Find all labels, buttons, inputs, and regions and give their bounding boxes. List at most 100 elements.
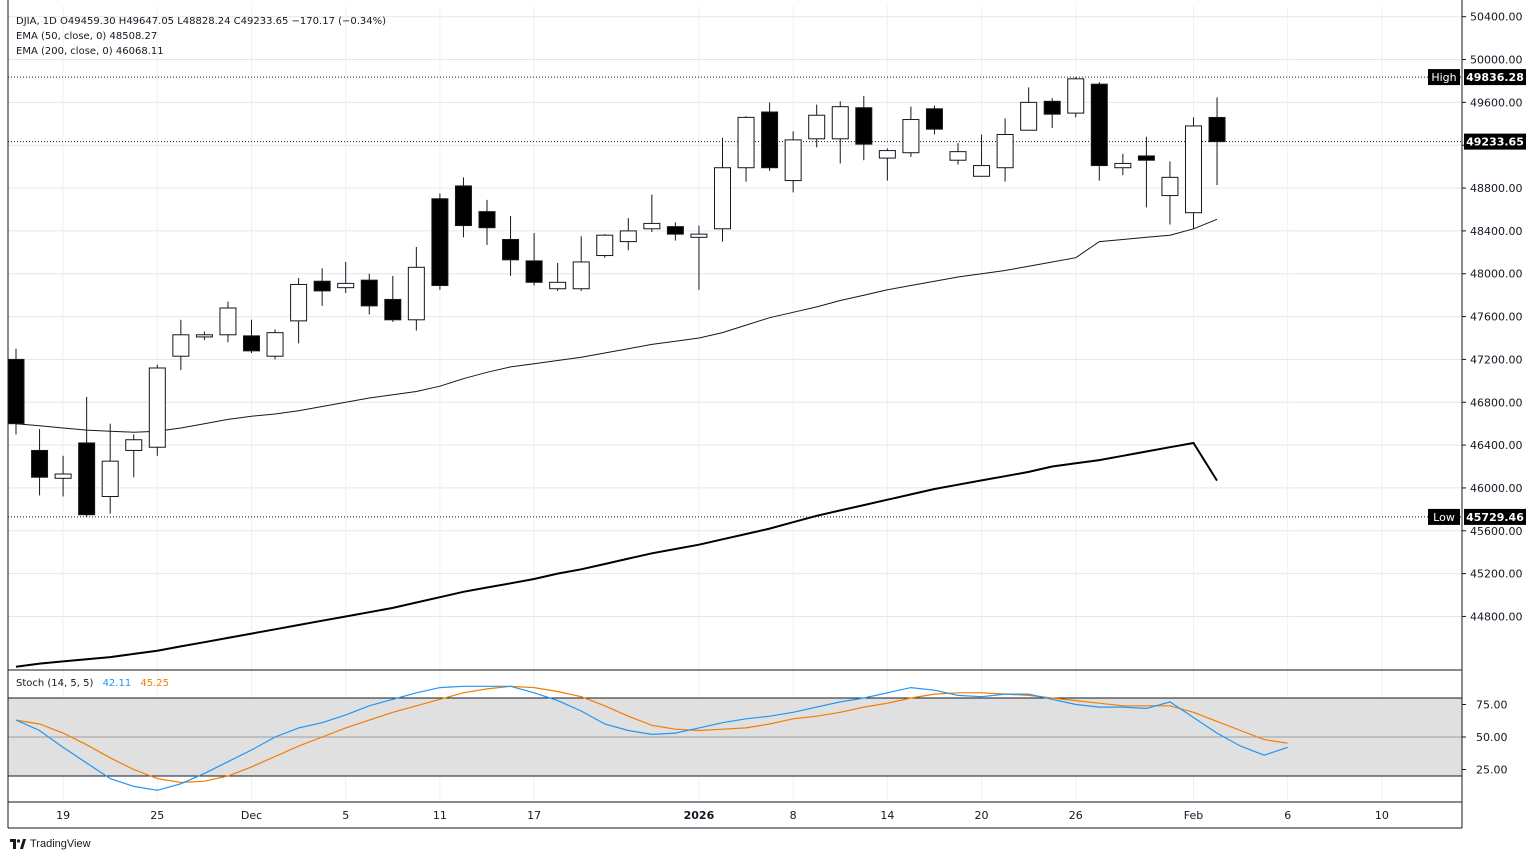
candle-body <box>973 165 991 177</box>
stoch-band <box>8 697 1462 777</box>
candle <box>714 137 731 242</box>
candle <box>690 225 708 290</box>
candle <box>643 194 661 232</box>
time-tick-label: 17 <box>527 809 541 822</box>
time-tick-label: 11 <box>433 809 447 822</box>
candle-body <box>878 150 896 159</box>
candle-body <box>666 226 684 235</box>
last-price-label-value-text: 49233.65 <box>1466 136 1524 149</box>
high-label-tag-text: High <box>1431 71 1456 84</box>
stoch-legend: Stoch (14, 5, 5) 42.11 45.25 <box>16 677 169 690</box>
candle <box>761 102 779 171</box>
price-tick-label: 45200.00 <box>1470 568 1523 581</box>
price-tick-label: 47200.00 <box>1470 353 1523 366</box>
time-tick-label: 20 <box>975 809 989 822</box>
candle-body <box>125 439 143 451</box>
candle <box>549 263 567 291</box>
candle-body <box>431 198 449 287</box>
candle <box>737 116 755 182</box>
time-tick-label: Dec <box>241 809 262 822</box>
high-label-tag-bg <box>1428 69 1460 86</box>
candle-body <box>54 473 72 479</box>
candle <box>1114 153 1132 176</box>
candle-body <box>148 367 166 448</box>
time-tick-label: 26 <box>1069 809 1083 822</box>
last-price-label-value-bg <box>1464 133 1526 150</box>
candle <box>125 434 143 478</box>
candle <box>195 331 213 341</box>
stoch-k-value: 42.11 <box>102 678 132 689</box>
candle <box>1043 98 1061 129</box>
candle-body <box>690 233 708 238</box>
candle-body <box>31 449 49 478</box>
candle <box>973 134 991 177</box>
candle <box>925 105 943 135</box>
tradingview-brand: TradingView <box>30 838 91 850</box>
low-label-tag-text: Low <box>1433 511 1455 524</box>
time-tick-label: 25 <box>150 809 164 822</box>
price-tick-label: 45600.00 <box>1470 525 1523 538</box>
low-label-tag-bg <box>1428 508 1460 525</box>
candle-body <box>1161 176 1179 197</box>
time-tick-label: Feb <box>1184 809 1203 822</box>
candle <box>525 233 543 286</box>
price-tick-label: 49600.00 <box>1470 96 1523 109</box>
candle-body <box>1208 116 1226 143</box>
candle-body <box>619 230 637 243</box>
low-label-value-text: 45729.46 <box>1466 511 1524 524</box>
candle <box>1208 97 1226 186</box>
candle <box>1137 136 1155 208</box>
high-label-value-bg <box>1464 69 1526 86</box>
candle-body <box>737 116 755 169</box>
low-label-value-bg <box>1464 508 1526 525</box>
candle <box>502 215 520 276</box>
ema200-legend: EMA (200, close, 0) 46068.11 <box>16 46 164 57</box>
candle <box>478 199 496 245</box>
candle-body <box>1137 155 1155 161</box>
candle <box>360 273 378 315</box>
price-tick-label: 44800.00 <box>1470 610 1523 623</box>
candle <box>266 329 284 360</box>
candle <box>290 278 308 344</box>
candle <box>454 177 472 238</box>
candle-body <box>1114 162 1132 169</box>
candle <box>831 101 849 164</box>
price-tick-label: 46800.00 <box>1470 396 1523 409</box>
stoch-d-line <box>15 685 1288 784</box>
price-tick-label: 46000.00 <box>1470 482 1523 495</box>
candle-body <box>407 266 425 321</box>
tradingview-footer[interactable]: TradingView <box>10 838 91 850</box>
candle-body <box>761 111 779 169</box>
candle-body <box>101 460 119 498</box>
candle-body <box>243 335 260 352</box>
candle-body <box>360 279 378 307</box>
candle-body <box>454 185 472 227</box>
ema50-legend: EMA (50, close, 0) 48508.27 <box>16 31 158 42</box>
price-labels: High 49836.28 Low 45729.46 49233.65 <box>1428 69 1526 525</box>
stoch-d-value: 45.25 <box>140 678 170 689</box>
candle-body <box>831 106 849 140</box>
candle <box>219 301 237 343</box>
candle <box>337 261 355 294</box>
candle-body <box>525 260 543 283</box>
candle-body <box>1067 78 1085 114</box>
time-tick-label: 6 <box>1284 809 1291 822</box>
candle-body <box>714 167 731 230</box>
candle-body <box>596 234 614 257</box>
candle <box>431 193 449 290</box>
candle <box>902 106 920 158</box>
candle <box>31 429 49 496</box>
candle <box>78 396 96 517</box>
candle <box>666 222 684 241</box>
tradingview-logo-icon <box>10 839 26 849</box>
stoch-name: Stoch (14, 5, 5) <box>16 678 94 689</box>
candle-body <box>478 211 496 229</box>
time-tick-label: 10 <box>1375 809 1389 822</box>
candle-body <box>1020 101 1038 131</box>
ema-lines <box>15 218 1218 668</box>
candle <box>572 236 590 291</box>
candle <box>949 143 967 165</box>
candle <box>313 268 331 306</box>
